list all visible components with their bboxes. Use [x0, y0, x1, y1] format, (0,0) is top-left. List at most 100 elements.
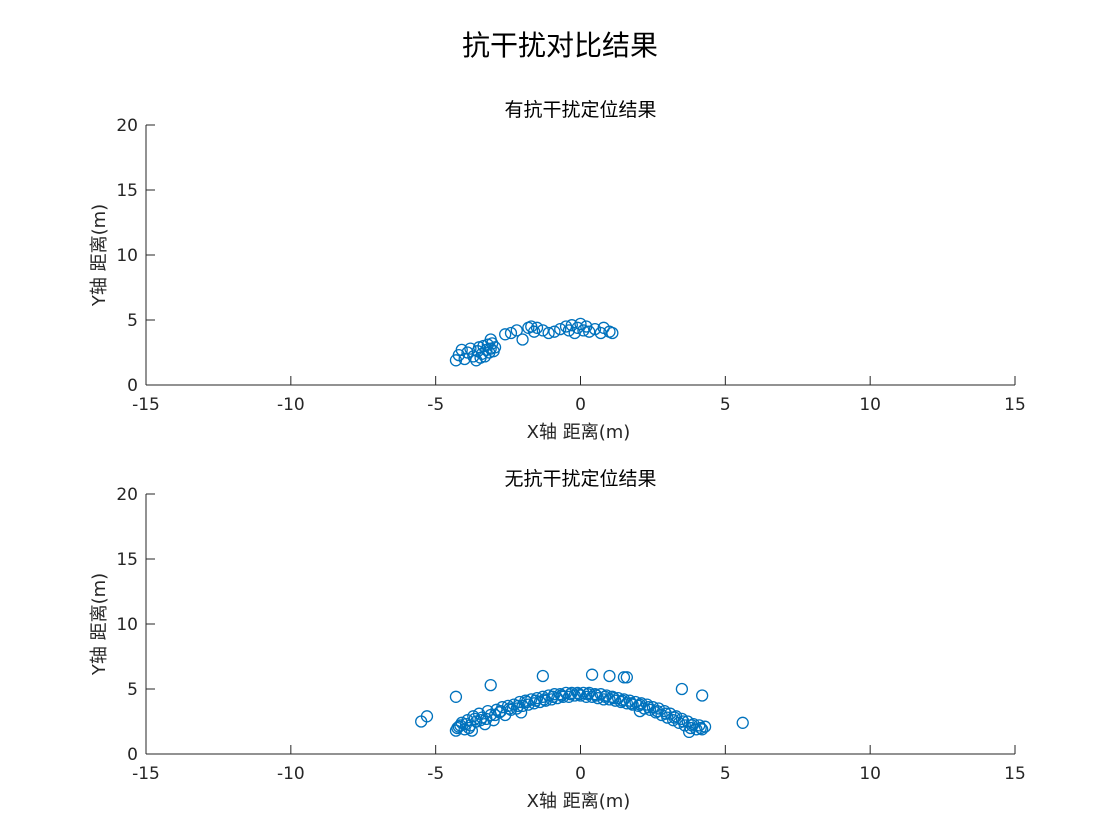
data-point	[458, 352, 471, 366]
x-tick-label: 5	[720, 764, 731, 784]
data-point	[577, 324, 590, 337]
data-point	[614, 695, 628, 709]
y-tick-label: 15	[116, 181, 138, 201]
y-axis-label: Y轴 距离(m)	[89, 204, 110, 307]
data-point	[581, 688, 594, 701]
x-tick-label: -15	[132, 764, 160, 784]
data-point	[484, 333, 497, 346]
data-point	[565, 319, 578, 332]
y-tick-label: 5	[127, 311, 138, 331]
data-point	[694, 721, 707, 735]
data-point	[504, 326, 518, 340]
data-point	[564, 688, 577, 701]
y-tick-label: 5	[127, 680, 138, 700]
data-point	[516, 333, 529, 346]
data-point	[536, 690, 549, 703]
data-point	[597, 693, 610, 706]
data-point	[571, 321, 584, 334]
data-point	[503, 702, 516, 715]
data-point	[464, 342, 477, 355]
scatter-series	[449, 317, 619, 367]
x-tick-label: 15	[1004, 764, 1026, 784]
data-point	[572, 688, 586, 701]
data-point	[664, 707, 677, 720]
data-point	[685, 719, 699, 732]
data-point	[598, 690, 612, 703]
data-point	[675, 712, 689, 726]
data-point	[651, 704, 664, 718]
data-point	[452, 720, 465, 733]
data-point	[693, 719, 706, 732]
data-point	[510, 702, 523, 715]
x-tick-label: 15	[1004, 395, 1026, 415]
data-point	[583, 325, 596, 338]
data-point	[455, 343, 468, 357]
subplot-title: 无抗干扰定位结果	[504, 468, 656, 490]
y-tick-label: 20	[116, 116, 138, 136]
data-point	[462, 721, 476, 735]
data-point	[617, 671, 631, 684]
data-point	[574, 317, 587, 331]
data-point	[696, 689, 709, 702]
data-point	[675, 682, 689, 696]
x-tick-label: 10	[859, 764, 881, 784]
data-point	[555, 689, 568, 702]
data-point	[474, 714, 487, 727]
data-point	[559, 320, 573, 333]
data-point	[420, 710, 434, 723]
data-point	[590, 689, 603, 702]
scatter-series	[415, 668, 749, 739]
data-point	[514, 706, 528, 719]
data-point	[449, 690, 463, 703]
data-point	[585, 668, 599, 681]
data-point	[580, 690, 593, 703]
subplot-title: 有抗干扰定位结果	[504, 99, 656, 121]
x-tick-label: 0	[575, 764, 586, 784]
data-point	[530, 321, 544, 334]
data-point	[633, 704, 647, 718]
data-point	[554, 688, 567, 701]
y-tick-label: 0	[127, 745, 138, 765]
data-point	[682, 725, 696, 739]
data-point	[548, 325, 561, 338]
data-point	[736, 716, 749, 729]
data-point	[465, 724, 479, 737]
y-tick-label: 10	[116, 246, 138, 266]
x-axis-label: X轴 距离(m)	[527, 791, 631, 812]
figure-title: 抗干扰对比结果	[461, 29, 658, 62]
data-point	[548, 688, 561, 701]
data-point	[499, 328, 512, 341]
data-point	[554, 322, 567, 336]
x-tick-label: -10	[277, 395, 305, 415]
data-point	[620, 671, 633, 684]
x-tick-label: 0	[575, 395, 586, 415]
x-tick-label: -5	[427, 764, 444, 784]
data-point	[528, 325, 541, 338]
subplot-2: 无抗干扰定位结果 -15 -10 -5 0 5 10 15 0 5 10 15 20 X轴 距离(m) Y轴…	[89, 468, 1026, 812]
x-tick-label: -5	[427, 395, 444, 415]
subplot-1: 有抗干扰定位结果 -15 -10 -5 0 5 10 15 0 5 10 15 20 X轴 距离(m) Y轴…	[89, 99, 1026, 443]
y-tick-label: 20	[116, 485, 138, 505]
data-point	[538, 693, 551, 706]
data-point	[658, 704, 671, 718]
x-tick-label: -10	[277, 764, 305, 784]
data-point	[603, 669, 616, 683]
data-point	[607, 691, 620, 705]
data-point	[520, 695, 534, 709]
x-tick-label: -15	[132, 395, 160, 415]
data-point	[616, 694, 629, 707]
data-point	[625, 697, 638, 710]
y-axis-label: Y轴 距离(m)	[89, 573, 110, 676]
data-point	[484, 678, 497, 692]
data-point	[454, 719, 467, 732]
x-tick-label: 10	[859, 395, 881, 415]
y-tick-label: 15	[116, 550, 138, 570]
y-tick-label: 0	[127, 376, 138, 396]
data-point	[606, 326, 619, 340]
data-point	[632, 699, 645, 713]
data-point	[643, 703, 657, 716]
x-tick-label: 5	[720, 395, 731, 415]
data-point	[494, 704, 507, 718]
data-point	[481, 704, 494, 718]
